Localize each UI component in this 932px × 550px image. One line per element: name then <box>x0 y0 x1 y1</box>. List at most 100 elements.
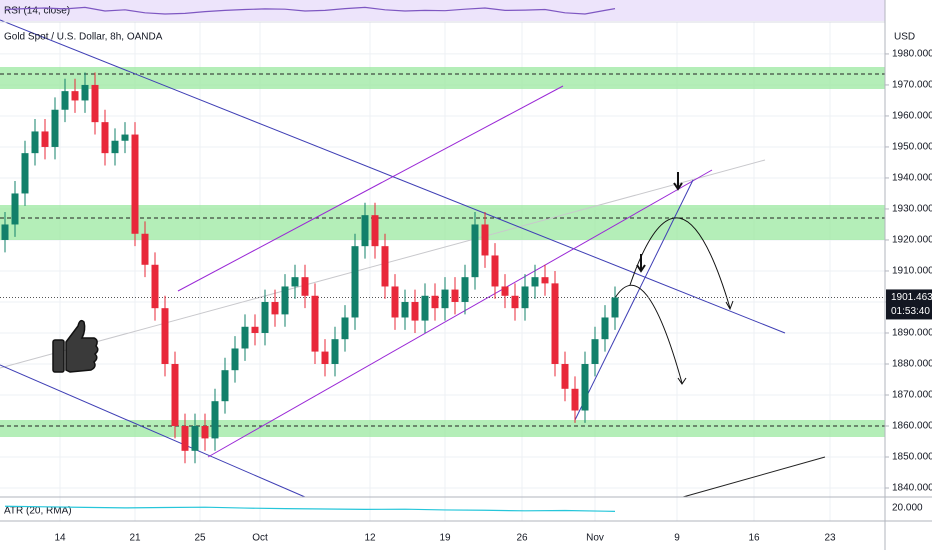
candle-body <box>541 277 549 284</box>
candle-body <box>571 388 579 411</box>
candle-body <box>161 308 169 364</box>
arrow-head <box>725 300 734 311</box>
candle-body <box>181 425 189 451</box>
candle-body <box>121 134 129 141</box>
atr-line <box>4 505 616 512</box>
candle-body <box>351 246 359 318</box>
projection-arc <box>629 217 731 309</box>
down-arrow <box>673 172 683 191</box>
candle-body <box>361 215 369 247</box>
candle-body <box>21 153 29 194</box>
candle-body <box>11 193 19 225</box>
candle-body <box>81 84 89 101</box>
candle-body <box>281 286 289 315</box>
arrow-head <box>677 377 687 385</box>
candle-body <box>241 326 249 349</box>
candle-body <box>411 301 419 321</box>
thumbs-up-icon <box>52 319 99 373</box>
channel-line <box>207 169 713 458</box>
x-tick-label: Oct <box>252 533 268 544</box>
candle-body <box>431 295 439 309</box>
x-tick-label: 9 <box>674 533 680 544</box>
y-tick-label: 1910.000 <box>892 266 932 277</box>
candle-body <box>271 301 279 315</box>
x-tick-label: 25 <box>194 533 206 544</box>
candle-body <box>311 295 319 352</box>
candle-body <box>261 301 269 333</box>
candle-body <box>551 283 559 364</box>
candle-body <box>401 301 409 318</box>
zone <box>0 420 885 437</box>
countdown-label: 01:53:40 <box>891 306 930 317</box>
y-tick-label: 1940.000 <box>892 173 932 184</box>
y-tick-label: 1970.000 <box>892 80 932 91</box>
y-tick-label: 1950.000 <box>892 142 932 153</box>
projection-arc <box>614 284 683 384</box>
candle-body <box>331 339 339 364</box>
candle-body <box>1 224 9 240</box>
atr-label: ATR (20, RMA) <box>4 506 72 517</box>
rsi-label: RSI (14, close) <box>4 6 70 17</box>
y-tick-label: 1850.000 <box>892 452 932 463</box>
zone <box>0 67 885 89</box>
x-tick-label: Nov <box>586 533 604 544</box>
candle-body <box>601 317 609 340</box>
candle-body <box>211 401 219 439</box>
last-price-label: 1901.463 <box>891 292 932 303</box>
candle-body <box>561 363 569 389</box>
candle-body <box>91 84 99 123</box>
candle-body <box>501 286 509 296</box>
candle-body <box>201 425 209 439</box>
candle-body <box>511 295 519 309</box>
candle-body <box>591 339 599 364</box>
x-tick-label: 12 <box>364 533 376 544</box>
y-tick-label: 1980.000 <box>892 49 932 60</box>
candle-body <box>61 91 69 110</box>
x-tick-label: 14 <box>54 533 66 544</box>
candle-body <box>491 255 499 287</box>
down-arrow <box>636 254 646 273</box>
candle-body <box>151 264 159 309</box>
candle-body <box>71 91 79 101</box>
candle-body <box>221 370 229 402</box>
candle-body <box>291 277 299 287</box>
chart-title: Gold Spot / U.S. Dollar, 8h, OANDA <box>4 32 163 43</box>
candle-body <box>111 140 119 154</box>
candle-body <box>251 326 259 333</box>
candle-body <box>441 289 449 309</box>
candle-body <box>611 297 619 318</box>
channel-line <box>177 85 564 292</box>
rsi-line <box>4 6 616 15</box>
y-tick-label: 1840.000 <box>892 483 932 494</box>
candle-body <box>481 224 489 256</box>
candle-body <box>371 215 379 247</box>
y-tick-label: 1880.000 <box>892 359 932 370</box>
candle-body <box>451 289 459 302</box>
candle-body <box>171 363 179 426</box>
candle-body <box>191 425 199 451</box>
candle-body <box>321 351 329 364</box>
y-tick-label: 1930.000 <box>892 204 932 215</box>
currency-label: USD <box>894 32 915 43</box>
y-tick-label: 1920.000 <box>892 235 932 246</box>
trend-line <box>574 179 694 421</box>
candle-body <box>301 277 309 296</box>
last-price-box <box>886 289 932 320</box>
x-tick-label: 26 <box>516 533 528 544</box>
candle-body <box>521 286 529 309</box>
y-tick-label: 1870.000 <box>892 390 932 401</box>
candle-body <box>51 109 59 147</box>
candle-body <box>471 224 479 278</box>
x-tick-label: 23 <box>824 533 836 544</box>
x-tick-label: 19 <box>439 533 451 544</box>
candle-body <box>391 286 399 318</box>
candle-body <box>101 122 109 154</box>
candle-body <box>581 363 589 411</box>
candle-body <box>31 131 39 154</box>
candle-body <box>131 134 139 234</box>
atr-tick-label: 20.000 <box>892 503 923 514</box>
candles <box>1 72 619 464</box>
candle-body <box>41 131 49 147</box>
